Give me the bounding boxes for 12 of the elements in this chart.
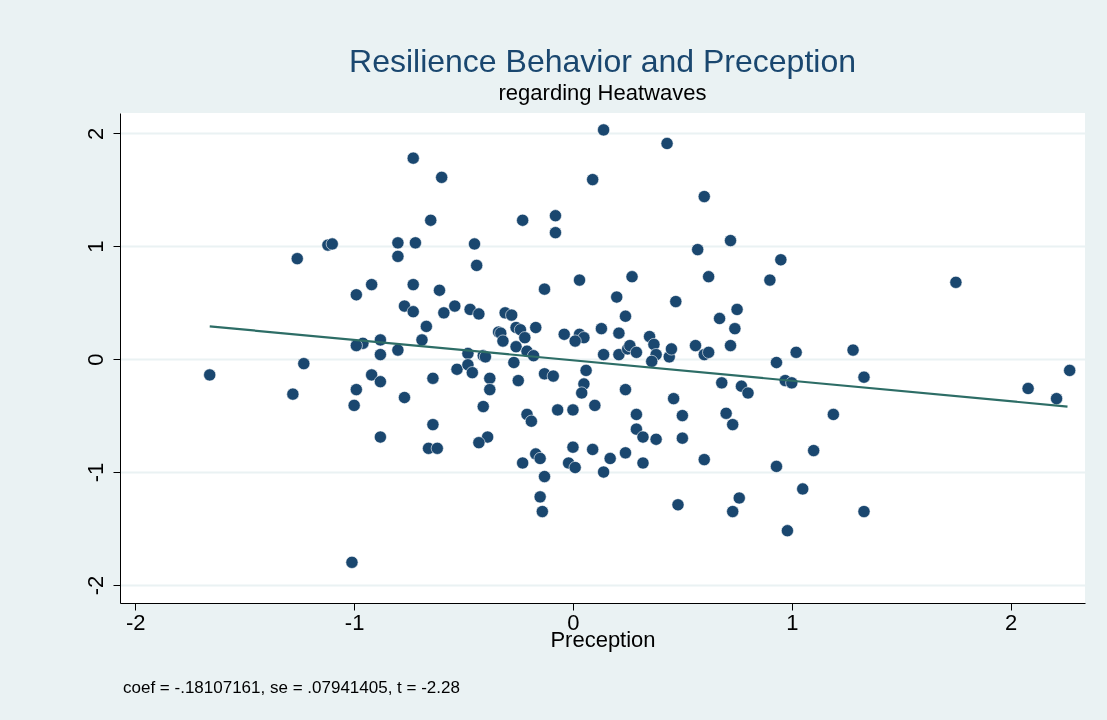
y-tick-label: 0 bbox=[82, 353, 108, 366]
chart-subtitle: regarding Heatwaves bbox=[498, 80, 707, 105]
x-tick-label: -2 bbox=[126, 609, 146, 635]
y-tick-label: 1 bbox=[82, 240, 108, 253]
y-tick-label: -1 bbox=[82, 462, 108, 483]
chart-title: Resilience Behavior and Preception bbox=[349, 43, 856, 79]
y-tick-label: 2 bbox=[82, 127, 108, 140]
text: coef = -.18107161, se = .07941405, t = -2.28 bbox=[123, 678, 460, 697]
x-tick-label: 2 bbox=[1004, 609, 1018, 635]
y-tick-label: -2 bbox=[82, 575, 108, 596]
x-tick-label: 1 bbox=[786, 609, 799, 635]
x-tick-label: -1 bbox=[344, 609, 365, 635]
